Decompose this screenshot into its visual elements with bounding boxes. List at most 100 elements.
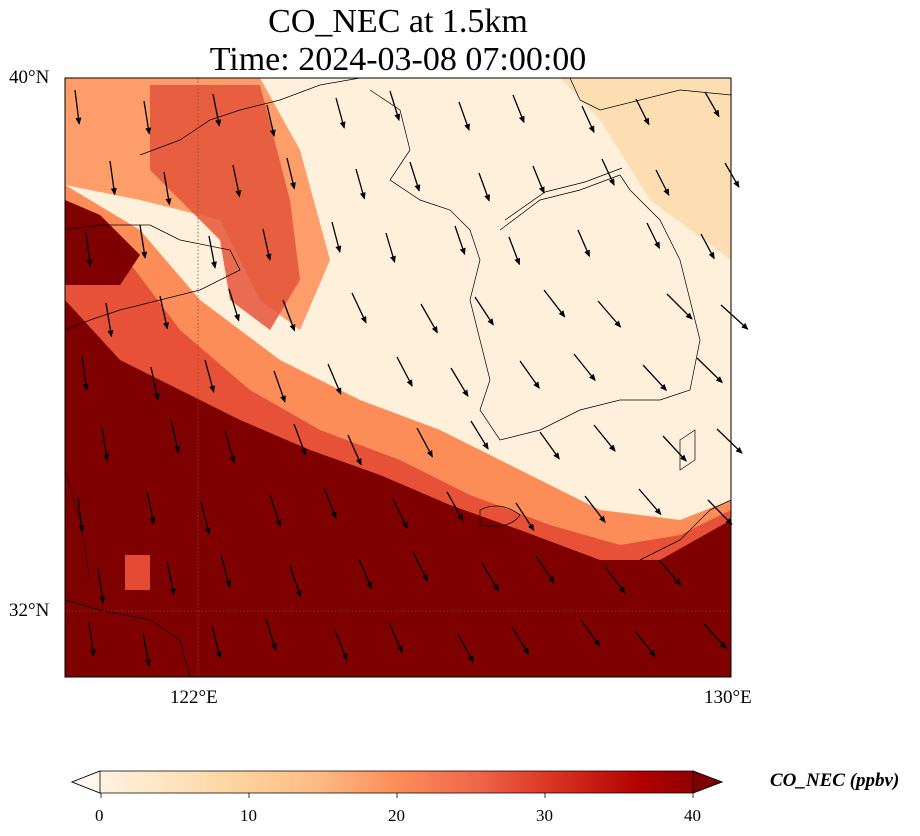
wind-arrow xyxy=(511,626,530,656)
wind-arrow xyxy=(446,491,464,522)
wind-arrow xyxy=(269,494,282,527)
wind-arrow xyxy=(704,91,720,118)
cb-label-10: 10 xyxy=(240,806,257,825)
wind-arrow xyxy=(293,423,307,456)
wind-arrow xyxy=(642,364,667,392)
wind-arrow xyxy=(351,292,367,324)
coast-jiangsu xyxy=(65,469,91,581)
wind-arrow xyxy=(515,502,535,532)
wind-arrow xyxy=(327,363,342,395)
wind-arrow xyxy=(655,169,670,197)
wind-arrow xyxy=(478,172,490,202)
wind-arrow xyxy=(508,236,521,266)
wind-arrow xyxy=(101,426,110,462)
wind-arrow xyxy=(470,420,489,450)
coast-kyushu xyxy=(639,499,731,561)
gridlines xyxy=(65,78,731,677)
wind-arrow xyxy=(166,561,176,596)
wind-arrow xyxy=(638,488,662,516)
wind-arrow xyxy=(282,299,296,332)
lat-label-40n: 40°N xyxy=(9,67,50,88)
wind-arrow xyxy=(146,490,156,525)
wind-arrow xyxy=(355,168,366,200)
wind-vectors xyxy=(74,89,749,667)
wind-arrow xyxy=(77,497,85,533)
coast-korea xyxy=(369,89,701,441)
wind-arrow xyxy=(204,359,216,393)
wind-arrow xyxy=(142,632,152,667)
wind-arrow xyxy=(85,231,93,267)
wind-arrow xyxy=(88,621,96,657)
wind-arrow xyxy=(266,104,276,137)
wind-arrow xyxy=(450,367,469,398)
wind-arrow xyxy=(396,356,413,387)
field-ne-orange xyxy=(560,78,731,260)
coastlines xyxy=(65,78,731,677)
wind-arrow xyxy=(262,228,272,262)
wind-arrow xyxy=(143,100,152,135)
wind-arrow xyxy=(716,428,743,454)
wind-arrow xyxy=(720,304,749,330)
coast-north xyxy=(569,78,731,111)
wind-arrow xyxy=(331,221,342,253)
colorbar-ticks xyxy=(100,793,694,798)
wind-arrow xyxy=(700,233,715,260)
wind-arrow xyxy=(658,559,682,586)
cb-label-30: 30 xyxy=(536,806,553,825)
map-frame xyxy=(64,77,732,678)
colorbar-min-extend xyxy=(70,770,101,794)
wind-arrow xyxy=(228,288,240,322)
wind-arrow xyxy=(220,554,231,588)
wind-arrow xyxy=(335,97,346,129)
wind-arrow xyxy=(323,487,337,520)
wind-arrow xyxy=(539,431,560,460)
wind-arrow xyxy=(74,89,82,125)
field-dark-red-west xyxy=(65,200,140,285)
wind-arrow xyxy=(409,161,421,192)
wind-arrow xyxy=(573,353,596,382)
wind-arrow xyxy=(200,501,211,535)
wind-arrow xyxy=(212,93,222,127)
cb-label-40: 40 xyxy=(684,806,701,825)
wind-arrow xyxy=(666,293,693,320)
wind-arrow xyxy=(224,430,236,464)
field-light-spot xyxy=(125,555,150,590)
wind-arrow xyxy=(662,435,687,462)
wind-arrow xyxy=(634,630,656,658)
wind-arrow xyxy=(543,289,566,318)
wind-arrow xyxy=(458,101,470,132)
wind-arrow xyxy=(265,618,277,651)
wind-arrow xyxy=(81,355,89,391)
wind-arrow xyxy=(604,566,626,594)
cb-label-20: 20 xyxy=(388,806,405,825)
lat-label-32n: 32°N xyxy=(9,600,50,621)
wind-arrow xyxy=(109,160,117,196)
wind-arrow xyxy=(392,498,408,529)
wind-arrow xyxy=(159,295,169,330)
wind-arrow xyxy=(150,366,160,401)
colorbar-max-extend xyxy=(692,770,724,794)
wind-arrow xyxy=(601,158,615,186)
colorbar xyxy=(70,770,724,794)
wind-arrow xyxy=(696,357,723,384)
wind-arrow xyxy=(389,90,401,122)
wind-arrow xyxy=(481,562,499,592)
wind-arrow xyxy=(170,419,181,454)
wind-arrow xyxy=(97,568,106,604)
wind-arrow xyxy=(519,360,540,389)
wind-arrow xyxy=(635,98,650,126)
wind-arrow xyxy=(163,171,172,206)
wind-arrow xyxy=(454,225,466,256)
wind-arrow xyxy=(139,224,148,259)
wind-arrow xyxy=(334,629,348,661)
concentration-field xyxy=(65,78,731,677)
map-time: Time: 2024-03-08 07:00:00 xyxy=(209,41,587,78)
wind-arrow xyxy=(289,565,302,598)
wind-arrow xyxy=(580,619,601,648)
wind-arrow xyxy=(412,551,428,582)
wind-arrow xyxy=(358,558,373,590)
wind-arrow xyxy=(724,162,740,188)
wind-arrow xyxy=(273,370,286,403)
wind-arrow xyxy=(512,94,525,124)
wind-arrow xyxy=(597,300,622,328)
